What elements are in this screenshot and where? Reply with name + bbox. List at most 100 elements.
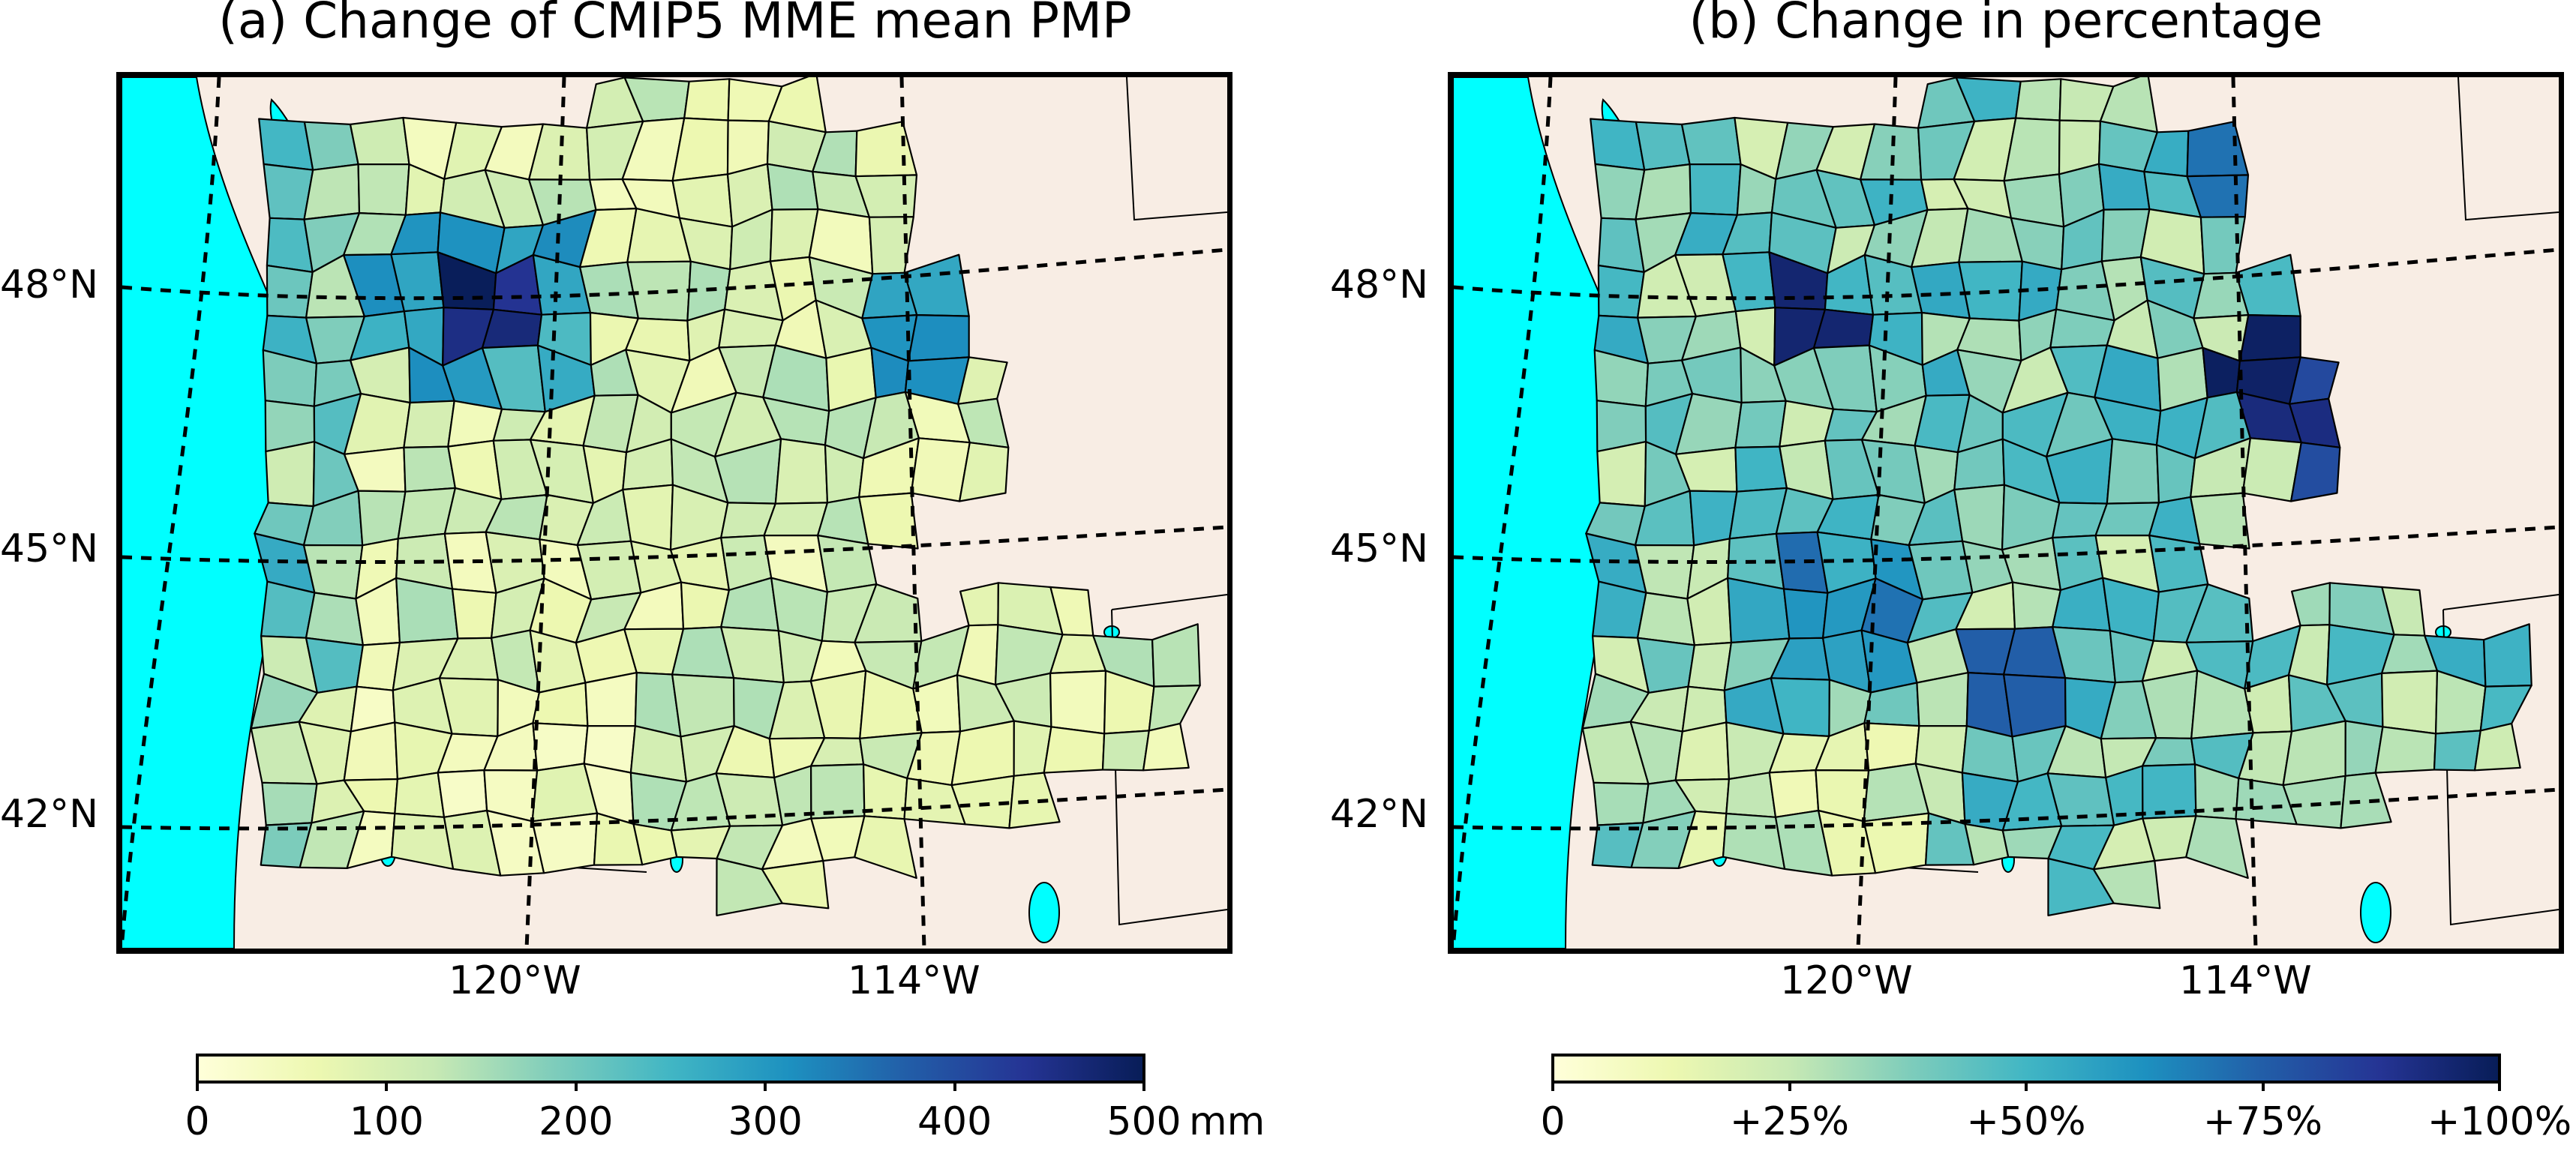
basin-polygon: [303, 163, 361, 220]
basin-polygon: [2238, 314, 2301, 362]
basin-polygon: [303, 121, 359, 171]
basin-polygon: [810, 763, 866, 820]
basin-polygon: [868, 216, 914, 275]
basin-polygon: [626, 260, 692, 322]
basin-polygon: [2282, 720, 2346, 787]
basin-polygon: [1725, 772, 1777, 818]
graticule-line: [899, 77, 926, 949]
basin-polygon: [481, 308, 543, 349]
graticule-line: [1453, 77, 1553, 949]
basin-polygon: [357, 163, 410, 216]
panel-a-lon-label-120w: 120°W: [449, 958, 581, 1003]
basin-polygon: [1008, 772, 1061, 829]
basin-polygon: [1863, 722, 1920, 772]
colorbar-tick-label: 200: [539, 1099, 614, 1144]
basin-polygon: [2094, 502, 2160, 537]
panel-a-lat-label-48: 48°N: [0, 262, 99, 307]
colorbar-tick-label: 400: [917, 1099, 992, 1144]
basin-polygon: [622, 484, 674, 551]
basin-polygon: [903, 253, 970, 317]
basin-polygon: [761, 859, 830, 910]
panel-b-lat-label-45: 45°N: [1330, 526, 1429, 571]
basin-polygon: [766, 163, 819, 211]
panel-b-lat-label-42: 42°N: [1330, 792, 1429, 837]
basin-polygon: [1593, 781, 1650, 826]
panel-b-basins-svg: [1453, 77, 2559, 949]
basin-polygon: [437, 769, 488, 818]
graticule-line: [122, 525, 1227, 564]
colorbar-tick-mark: [2025, 1081, 2028, 1091]
basin-polygon: [763, 502, 829, 537]
panel-a-map: [116, 72, 1232, 954]
basin-polygon: [2483, 623, 2532, 688]
basin-polygon: [2185, 815, 2249, 880]
basin-polygon: [261, 781, 318, 826]
basin-polygon: [959, 442, 1010, 502]
graticule-line: [1856, 77, 1898, 949]
basin-polygon: [1597, 264, 1645, 319]
basin-polygon: [1727, 577, 1791, 644]
lake-water: [2360, 882, 2391, 943]
basin-polygon: [266, 264, 314, 319]
panel-b-colorbar: [1551, 1054, 2501, 1084]
basin-polygon: [1680, 116, 1742, 166]
basin-polygon: [531, 812, 599, 874]
basin-polygon: [2290, 442, 2341, 502]
panel-b-lon-label-114w: 114°W: [2179, 958, 2312, 1003]
state-boundary: [2442, 594, 2559, 610]
basin-polygon: [1142, 722, 1190, 772]
lake-water: [1028, 882, 1060, 943]
basin-polygon: [2474, 722, 2521, 772]
basin-polygon: [2097, 163, 2151, 211]
basin-polygon: [1689, 163, 1742, 216]
basin-polygon: [1101, 730, 1150, 772]
colorbar-tick-mark: [574, 1081, 578, 1091]
panel-a-colorbar: [196, 1054, 1145, 1084]
basin-polygon: [2235, 253, 2301, 317]
basin-polygon: [1151, 623, 1201, 688]
basin-polygon: [1592, 580, 1647, 639]
basin-polygon: [2186, 121, 2250, 178]
graticule-line: [524, 77, 566, 949]
colorbar-tick-mark: [1551, 1081, 1554, 1091]
basin-polygon: [2479, 685, 2532, 732]
basin-polygon: [394, 772, 446, 818]
panel-a-lat-label-42: 42°N: [0, 792, 99, 837]
state-boundary: [1111, 594, 1227, 610]
graticule-line: [1453, 247, 2559, 301]
basin-polygon: [2148, 534, 2209, 593]
colorbar-tick-mark: [196, 1081, 199, 1091]
basin-polygon: [817, 534, 878, 593]
basin-polygon: [1636, 592, 1695, 646]
graticule-line: [1453, 787, 2559, 831]
basin-polygon: [343, 721, 398, 781]
colorbar-tick-label: +25%: [1729, 1099, 1850, 1144]
colorbar-tick-mark: [1788, 1081, 1791, 1091]
state-boundary: [2457, 77, 2559, 221]
basin-polygon: [1596, 441, 1647, 508]
colorbar-tick-label: +50%: [1966, 1099, 2086, 1144]
colorbar-tick-mark: [385, 1081, 389, 1091]
basin-polygon: [1958, 260, 2023, 322]
colorbar-tick-label: 500: [1106, 1099, 1181, 1144]
graticule-line: [122, 77, 221, 949]
panel-a-lat-label-45: 45°N: [0, 526, 99, 571]
basin-polygon: [403, 445, 456, 493]
basin-polygon: [532, 722, 589, 772]
colorbar-tick-mark: [953, 1081, 956, 1091]
basin-polygon: [390, 812, 455, 870]
basin-polygon: [1722, 812, 1786, 870]
basin-polygon: [2291, 582, 2331, 627]
colorbar-tick-mark: [2261, 1081, 2265, 1091]
basin-polygon: [1734, 400, 1787, 448]
graticule-line: [122, 247, 1227, 301]
basin-polygon: [1635, 121, 1691, 171]
basin-polygon: [2092, 859, 2161, 910]
colorbar-tick-label: 0: [1540, 1099, 1566, 1144]
basin-polygon: [2015, 78, 2062, 121]
basin-polygon: [1148, 685, 1201, 732]
basin-polygon: [265, 441, 316, 508]
graticule-line: [2231, 77, 2258, 949]
basin-polygon: [1734, 445, 1788, 493]
basin-polygon: [907, 314, 970, 362]
